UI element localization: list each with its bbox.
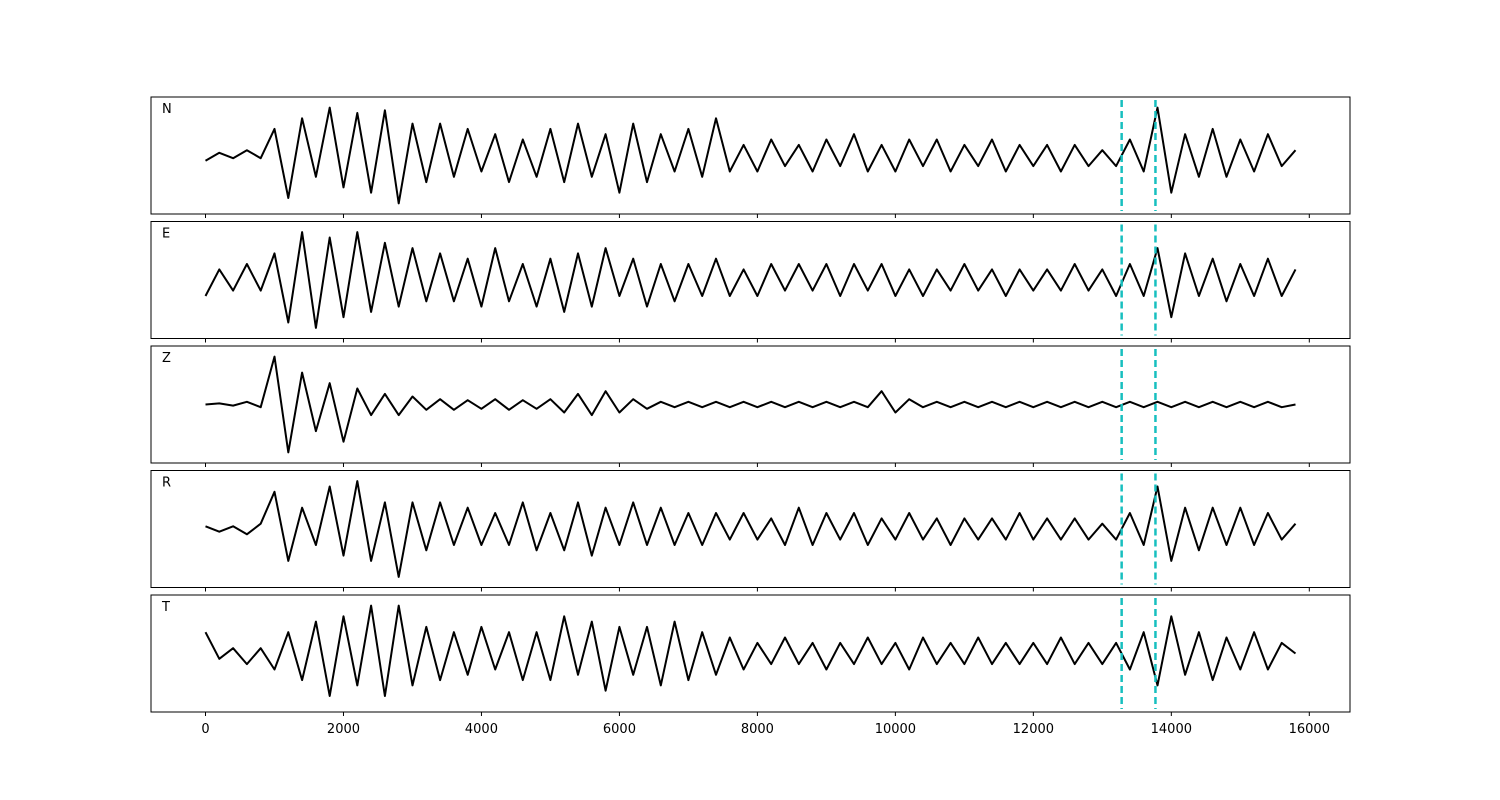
panel-label: E: [162, 227, 170, 242]
x-tick-label: 4000: [465, 722, 498, 737]
x-tick-label: 0: [201, 722, 209, 737]
panel-frame: [150, 345, 1351, 464]
panel-frame: [150, 221, 1351, 339]
trace: [204, 604, 1297, 697]
panel-label: R: [162, 476, 171, 491]
x-tick-label: 2000: [327, 722, 360, 737]
panel-label: Z: [162, 351, 171, 366]
x-tick-label: 10000: [875, 722, 916, 737]
trace: [204, 106, 1297, 205]
x-tick-label: 16000: [1289, 722, 1330, 737]
panel-label: T: [161, 600, 170, 615]
x-tick-label: 6000: [603, 722, 636, 737]
panel-frame: [150, 594, 1351, 713]
trace: [204, 231, 1297, 329]
panel-frame: [150, 470, 1351, 588]
x-tick-label: 8000: [741, 722, 774, 737]
panel-label: N: [162, 102, 172, 117]
panel-frame: [150, 96, 1351, 215]
x-tick-label: 12000: [1013, 722, 1054, 737]
trace: [205, 355, 1296, 454]
trace: [205, 480, 1297, 578]
x-tick-label: 14000: [1151, 722, 1192, 737]
